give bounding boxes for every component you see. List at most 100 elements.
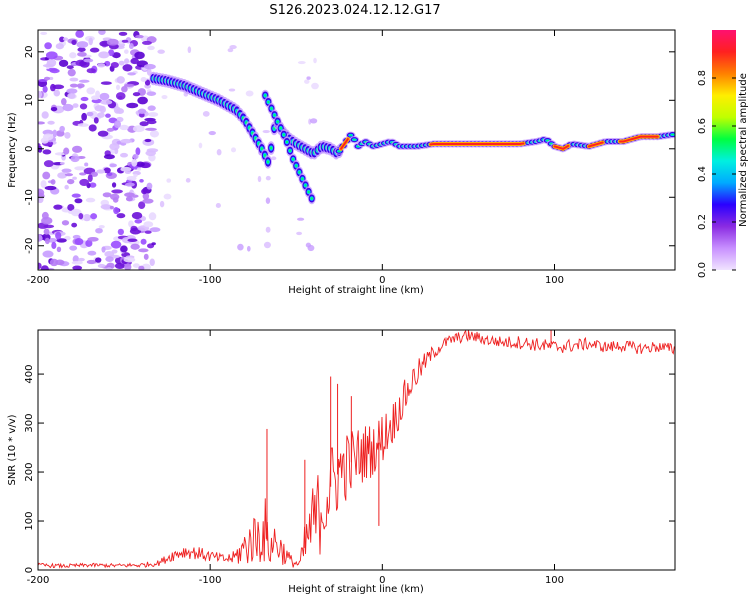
noise-blob: [125, 196, 133, 202]
colorbar-axes: 0.0 0.2 0.4 0.6 0.8: [697, 70, 736, 278]
noise-blob: [108, 49, 115, 57]
noise-blob: [115, 92, 126, 100]
branch-peak: [291, 158, 295, 161]
noise-blob: [230, 147, 237, 153]
branch-peak: [301, 177, 304, 180]
noise-blob: [134, 219, 143, 224]
noise-blob: [144, 79, 151, 86]
noise-blob: [51, 241, 57, 249]
noise-blob: [113, 207, 120, 215]
noise-blob: [147, 45, 155, 51]
noise-blob: [140, 76, 147, 83]
noise-blob: [88, 124, 97, 132]
noise-blob: [135, 161, 145, 167]
noise-blob: [67, 68, 76, 77]
noise-blob: [95, 228, 103, 234]
noise-blob: [97, 63, 106, 68]
noise-blob: [228, 88, 236, 92]
noise-blob: [99, 105, 106, 114]
noise-blob: [69, 52, 77, 59]
noise-blob: [42, 149, 52, 155]
noise-blob: [124, 263, 132, 270]
noise-blob: [257, 175, 262, 183]
noise-blob: [86, 259, 97, 265]
noise-blob: [140, 216, 147, 222]
noise-blob: [297, 217, 305, 221]
noise-blob: [304, 79, 310, 84]
noise-blob: [109, 163, 117, 168]
noise-blob: [78, 79, 90, 83]
snr-frame: [37, 329, 676, 571]
branch-peak: [285, 140, 289, 144]
spectrogram-y-axis-label: Frequency (Hz): [7, 112, 18, 188]
noise-blob: [185, 178, 191, 183]
noise-blob: [93, 117, 99, 124]
noise-blob: [127, 72, 136, 76]
noise-blob: [38, 90, 43, 98]
branch-peak: [294, 164, 298, 167]
ridge-peak: [260, 147, 264, 151]
noise-blob: [111, 249, 118, 254]
ridge-peak: [671, 133, 675, 136]
noise-blob: [71, 39, 77, 46]
snr-x-tick-label: 100: [545, 575, 564, 586]
colorbar-tick-label: 0.0: [697, 262, 708, 278]
branch-peak: [288, 149, 292, 152]
noise-blob: [76, 41, 89, 48]
noise-blob: [111, 182, 117, 188]
noise-blob: [148, 212, 157, 221]
noise-blob: [124, 192, 135, 198]
noise-blob: [137, 96, 148, 105]
noise-blob: [151, 242, 156, 246]
snr-x-axis-label: Height of straight line (km): [288, 584, 424, 595]
noise-blob: [126, 175, 137, 181]
noise-blob: [87, 236, 99, 242]
colorbar-tick-label: 0.2: [697, 214, 708, 230]
noise-blob: [40, 265, 49, 270]
noise-blob: [139, 121, 149, 127]
noise-blob: [144, 138, 152, 143]
branch-peak: [270, 107, 273, 110]
noise-blob: [237, 243, 244, 251]
noise-blob: [131, 211, 143, 220]
noise-blob: [56, 246, 62, 253]
noise-blob: [95, 257, 102, 263]
noise-blob: [113, 106, 121, 114]
noise-blob: [265, 175, 271, 181]
noise-blob: [113, 120, 121, 129]
chart-title: S126.2023.024.12.12.G17: [269, 3, 440, 18]
noise-blob: [262, 129, 270, 134]
branch-peak: [263, 94, 267, 97]
noise-blob: [117, 228, 124, 236]
noise-blob: [313, 57, 317, 64]
noise-blob: [89, 182, 97, 188]
noise-blob: [202, 111, 210, 117]
noise-blob: [50, 179, 56, 185]
noise-blob: [78, 212, 84, 220]
noise-blob: [138, 265, 145, 270]
noise-blob: [40, 180, 47, 188]
noise-blob: [128, 220, 134, 228]
noise-blob: [149, 130, 160, 138]
noise-blob: [69, 245, 78, 251]
noise-blob: [99, 92, 110, 101]
noise-blob: [127, 238, 138, 243]
noise-blob: [142, 198, 154, 204]
noise-blob: [67, 203, 75, 211]
noise-blob: [111, 52, 121, 59]
noise-blob: [311, 82, 319, 90]
snr-y-tick-label: 400: [24, 365, 35, 384]
noise-blob: [124, 58, 130, 64]
noise-blob: [297, 61, 306, 65]
noise-blob: [215, 202, 221, 208]
noise-blob: [43, 160, 54, 168]
noise-blob: [309, 118, 318, 124]
noise-blob: [52, 129, 58, 138]
noise-blob: [61, 168, 72, 173]
noise-blob: [137, 167, 142, 171]
noise-blob: [124, 83, 135, 87]
noise-blob: [263, 241, 271, 249]
noise-blob: [59, 36, 65, 43]
noise-blob: [102, 192, 112, 198]
